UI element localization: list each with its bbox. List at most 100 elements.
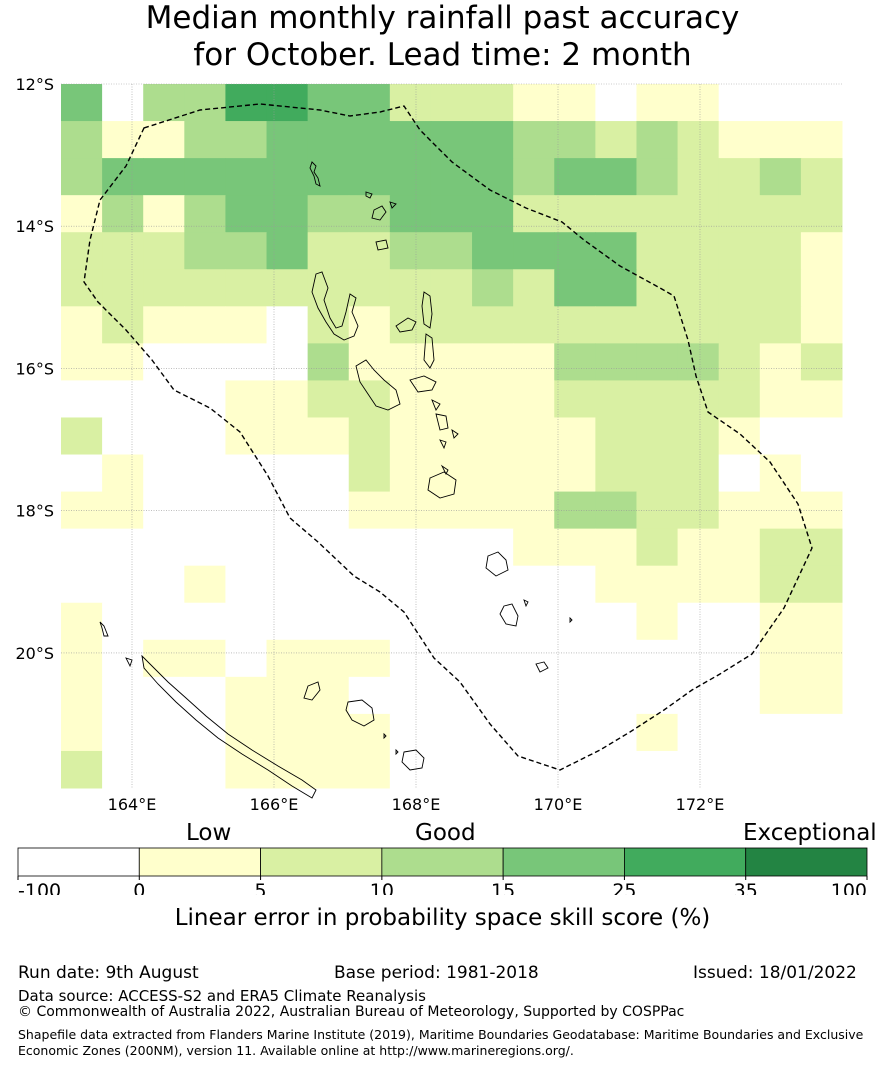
skill-cell <box>389 528 432 567</box>
skill-cell <box>636 232 679 270</box>
coastline-island <box>371 205 387 221</box>
skill-cell <box>307 232 350 270</box>
skill-cell <box>143 306 185 344</box>
skill-cell <box>143 121 185 159</box>
skill-cell <box>307 454 350 493</box>
skill-cell <box>513 232 555 270</box>
skill-cell <box>102 491 144 530</box>
skill-cell <box>759 750 802 789</box>
base-period: Base period: 1981-2018 <box>334 963 539 983</box>
skill-cell <box>513 121 555 159</box>
skill-cell <box>348 676 391 715</box>
skill-cell <box>759 195 802 233</box>
skill-cell <box>472 565 514 604</box>
colorbar-tick-label: 15 <box>491 880 515 895</box>
skill-cell <box>143 380 185 418</box>
skill-cell <box>389 269 432 307</box>
skill-cell <box>430 121 473 159</box>
skill-cell <box>225 158 268 196</box>
skill-cell <box>143 343 185 381</box>
skill-cell <box>102 158 144 196</box>
skill-cell <box>225 639 268 678</box>
skill-cell <box>184 121 226 159</box>
skill-cell <box>102 195 144 233</box>
skill-cell <box>102 750 144 789</box>
coastline-island <box>395 748 399 756</box>
skill-cell <box>513 454 555 493</box>
skill-cell <box>61 380 103 418</box>
map-panel[interactable]: 12°S 14°S 16°S 18°S 20°S 164°E 166°E 168°E 170°… <box>0 70 885 814</box>
skill-cell <box>513 602 555 641</box>
skill-cell <box>184 306 226 344</box>
colorbar-bin <box>138 847 261 877</box>
skill-cell <box>718 269 761 307</box>
skill-cell <box>595 195 637 233</box>
skill-cell <box>472 343 514 381</box>
skill-cell <box>430 565 473 604</box>
skill-cell <box>718 528 761 567</box>
skill-cell <box>800 713 843 752</box>
colorbar-tick-label: 10 <box>370 880 394 895</box>
skill-cell <box>184 158 226 196</box>
skill-cell <box>472 713 514 752</box>
skill-cell <box>472 528 514 567</box>
skill-cell <box>348 84 391 122</box>
skill-cell <box>102 380 144 418</box>
latitude-label: 16°S <box>15 359 54 378</box>
coastline-island <box>569 616 573 624</box>
skill-cell <box>102 713 144 752</box>
skill-cell <box>513 343 555 381</box>
skill-cell <box>61 454 103 493</box>
skill-cells <box>61 84 843 789</box>
skill-cell <box>348 158 391 196</box>
skill-cell <box>61 84 103 122</box>
skill-cell <box>430 528 473 567</box>
skill-cell <box>143 639 185 678</box>
skill-cell <box>800 84 843 122</box>
colorbar-label: Linear error in probability space skill … <box>174 905 711 931</box>
skill-cell <box>636 639 679 678</box>
colorbar-tick-label: 0 <box>133 880 145 895</box>
coastline-new-caledonia <box>141 654 317 799</box>
skill-cell <box>266 195 309 233</box>
latitude-label: 14°S <box>15 217 54 236</box>
skill-cell <box>61 158 103 196</box>
coastline-epi <box>435 413 449 431</box>
coastline-erromango <box>485 551 509 577</box>
colorbar-tick-label: 100 <box>831 880 867 895</box>
skill-cell <box>266 232 309 270</box>
skill-cell <box>677 121 720 159</box>
skill-cell <box>759 121 802 159</box>
skill-cell <box>636 417 679 456</box>
skill-cell <box>225 676 268 715</box>
skill-cell <box>143 84 185 122</box>
skill-cell <box>472 491 514 530</box>
skill-cell <box>307 121 350 159</box>
skill-cell <box>595 232 637 270</box>
skill-cell <box>225 750 268 789</box>
skill-cell <box>800 380 843 418</box>
skill-cell <box>266 269 309 307</box>
skill-cell <box>184 639 226 678</box>
skill-cell <box>554 639 596 678</box>
skill-cell <box>636 306 679 344</box>
skill-cell <box>143 232 185 270</box>
skill-cell <box>759 158 802 196</box>
skill-cell <box>554 417 596 456</box>
skill-cell <box>266 565 309 604</box>
skill-cell <box>800 454 843 493</box>
colorbar-tick-label: -100 <box>18 880 61 895</box>
skill-cell <box>472 454 514 493</box>
skill-cell <box>595 602 637 641</box>
skill-cell <box>61 565 103 604</box>
skill-cell <box>759 343 802 381</box>
coastline-island <box>389 201 397 209</box>
skill-cell <box>430 269 473 307</box>
skill-cell <box>677 84 720 122</box>
skill-cell <box>800 158 843 196</box>
skill-cell <box>184 454 226 493</box>
title-line-2: for October. Lead time: 2 month <box>193 37 692 73</box>
skill-cell <box>718 602 761 641</box>
coastline-ouvea <box>303 681 321 701</box>
skill-cell <box>677 491 720 530</box>
